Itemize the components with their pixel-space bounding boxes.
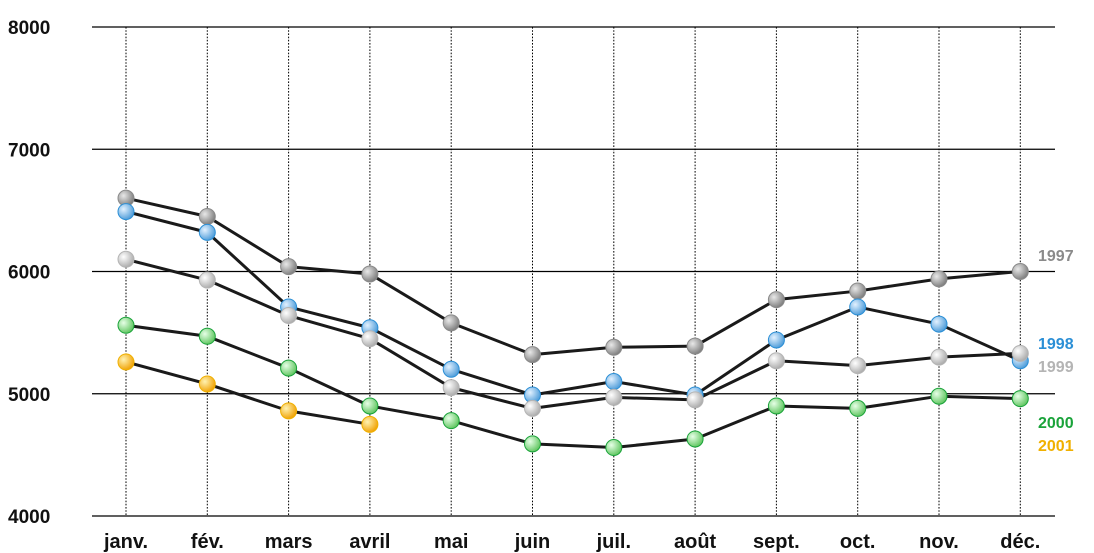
data-point-2000 (117, 316, 135, 334)
data-point-1998 (930, 315, 948, 333)
series-label-1999: 1999 (1038, 359, 1074, 376)
series-line-1997 (125, 196, 1021, 357)
x-tick-label: oct. (840, 531, 876, 553)
x-tick-label: mai (434, 531, 468, 553)
data-point-2000 (442, 412, 460, 430)
x-axis: janv. fév. mars avril mai juin juil. août sept. o… (103, 531, 1040, 553)
x-tick-label: nov. (919, 531, 959, 553)
series-line-1999 (125, 257, 1021, 410)
y-tick-label: 8000 (8, 18, 50, 39)
series-label-2000: 2000 (1038, 415, 1074, 432)
series-line-2001 (125, 360, 371, 426)
series-labels: 1997 1998 1999 2000 2001 (1038, 248, 1074, 455)
data-point-1998 (117, 203, 135, 221)
data-point-1997 (280, 258, 298, 276)
data-point-2001 (361, 415, 379, 433)
data-point-1997 (930, 270, 948, 288)
y-axis: 4000 5000 6000 7000 8000 (8, 18, 50, 528)
x-tick-label: avril (349, 531, 390, 553)
data-point-1999 (767, 352, 785, 370)
grid (92, 26, 1055, 517)
data-point-2001 (198, 375, 216, 393)
x-tick-label: sept. (753, 531, 800, 553)
y-tick-label: 6000 (8, 263, 50, 284)
data-point-1997 (686, 337, 704, 355)
data-point-2000 (198, 327, 216, 345)
data-point-1999 (930, 348, 948, 366)
data-point-1998 (767, 331, 785, 349)
data-point-1997 (605, 338, 623, 356)
data-point-1999 (198, 271, 216, 289)
x-tick-label: janv. (103, 531, 148, 553)
data-point-1998 (605, 373, 623, 391)
data-point-1997 (767, 291, 785, 309)
data-point-2000 (605, 439, 623, 457)
data-point-2000 (767, 397, 785, 415)
data-point-1997 (524, 346, 541, 364)
data-point-1998 (198, 223, 216, 241)
data-point-1999 (442, 379, 460, 397)
data-point-1999 (605, 388, 623, 406)
series-label-1997: 1997 (1038, 248, 1074, 265)
data-point-1997 (361, 265, 379, 283)
data-point-2000 (1011, 390, 1029, 408)
data-point-1997 (442, 314, 460, 332)
x-tick-label: déc. (1000, 531, 1040, 553)
x-tick-label: fév. (191, 531, 224, 553)
series-group (117, 189, 1029, 457)
series-label-1998: 1998 (1038, 336, 1074, 353)
x-tick-label: juin (514, 531, 551, 553)
data-point-1999 (117, 250, 135, 268)
data-point-2001 (117, 353, 135, 371)
data-point-2000 (930, 387, 948, 405)
x-tick-label: juil. (596, 531, 631, 553)
x-tick-label: août (674, 531, 717, 553)
y-tick-label: 5000 (8, 385, 50, 406)
data-point-1999 (849, 357, 867, 375)
series-label-2001: 2001 (1038, 438, 1074, 455)
data-point-2000 (686, 430, 704, 448)
data-point-2000 (361, 397, 379, 415)
data-point-1998 (442, 360, 460, 378)
data-point-2001 (280, 402, 298, 420)
y-tick-label: 4000 (8, 507, 50, 528)
data-point-1999 (280, 307, 298, 325)
series-line-1998 (125, 210, 1021, 397)
series-line-2000 (125, 323, 1021, 450)
y-tick-label: 7000 (8, 140, 50, 161)
data-point-2000 (849, 399, 867, 417)
data-point-1999 (361, 330, 379, 348)
data-point-2000 (524, 435, 541, 453)
data-point-1999 (686, 391, 704, 409)
data-point-1999 (524, 399, 541, 417)
data-point-1997 (849, 282, 867, 300)
data-point-2000 (280, 359, 298, 377)
data-point-1997 (198, 207, 216, 225)
data-point-1998 (849, 298, 867, 316)
data-point-1997 (1011, 263, 1029, 280)
data-point-1999 (1011, 344, 1029, 362)
x-tick-label: mars (265, 531, 313, 553)
